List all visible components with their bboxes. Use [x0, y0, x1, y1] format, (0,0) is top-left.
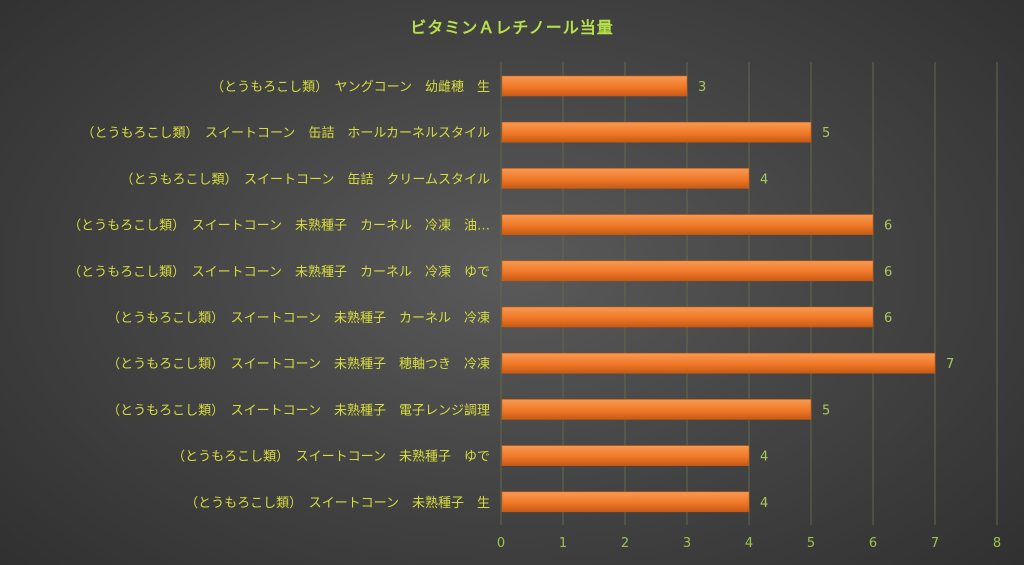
bar-9	[501, 491, 750, 513]
data-label-0: 3	[698, 80, 706, 95]
x-tick-label-4: 4	[745, 536, 753, 551]
bar-4	[501, 260, 874, 282]
x-tick-label-8: 8	[993, 536, 1001, 551]
chart-title: ビタミンＡレチノール当量	[410, 18, 614, 37]
x-tick-label-0: 0	[497, 536, 505, 551]
bar-0	[501, 75, 688, 97]
category-label-3: （とうもろこし類） スイートコーン 未熟種子 カーネル 冷凍 油…	[68, 218, 490, 234]
category-label-2: （とうもろこし類） スイートコーン 缶詰 クリームスタイル	[121, 171, 490, 187]
bar-8	[501, 445, 750, 466]
bar-3	[501, 214, 874, 235]
bar-2	[501, 168, 750, 189]
x-tick-label-7: 7	[931, 536, 939, 551]
data-label-6: 7	[946, 357, 954, 372]
category-label-9: （とうもろこし類） スイートコーン 未熟種子 生	[185, 495, 490, 511]
x-tick-label-5: 5	[807, 536, 815, 551]
data-label-4: 6	[884, 265, 892, 280]
data-label-2: 4	[760, 172, 768, 187]
category-label-1: （とうもろこし類） スイートコーン 缶詰 ホールカーネルスタイル	[82, 125, 490, 141]
x-tick-label-2: 2	[621, 536, 629, 551]
data-label-3: 6	[884, 219, 892, 234]
bar-7	[501, 399, 812, 420]
category-label-8: （とうもろこし類） スイートコーン 未熟種子 ゆで	[172, 449, 490, 465]
category-label-5: （とうもろこし類） スイートコーン 未熟種子 カーネル 冷凍	[107, 310, 490, 326]
category-label-7: （とうもろこし類） スイートコーン 未熟種子 電子レンジ調理	[107, 402, 490, 418]
bar-1	[501, 121, 812, 143]
category-label-4: （とうもろこし類） スイートコーン 未熟種子 カーネル 冷凍 ゆで	[68, 264, 490, 280]
category-label-0: （とうもろこし類） ヤングコーン 幼雌穂 生	[211, 79, 490, 95]
data-label-7: 5	[822, 403, 830, 418]
data-label-8: 4	[760, 450, 768, 465]
x-tick-label-6: 6	[869, 536, 877, 551]
data-label-9: 4	[760, 496, 768, 511]
category-label-6: （とうもろこし類） スイートコーン 未熟種子 穂軸つき 冷凍	[107, 356, 490, 372]
x-tick-label-3: 3	[683, 536, 691, 551]
bar-6	[501, 352, 936, 374]
x-tick-label-1: 1	[559, 536, 567, 551]
data-label-5: 6	[884, 311, 892, 326]
data-label-1: 5	[822, 126, 830, 141]
bar-5	[501, 306, 874, 328]
